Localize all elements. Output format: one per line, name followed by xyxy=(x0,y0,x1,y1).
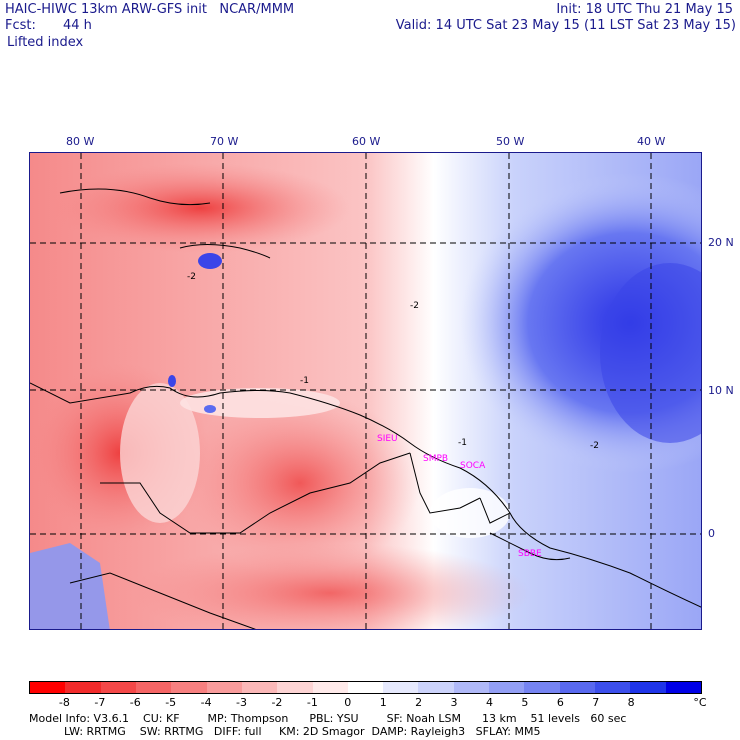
colorbar-tick-label: -2 xyxy=(271,696,283,709)
colorbar-tick-label: 7 xyxy=(592,696,600,709)
latlon-grid xyxy=(30,153,701,629)
colorbar-tick-label: -7 xyxy=(94,696,106,709)
colorbar-tick-label: 1 xyxy=(379,696,387,709)
lifted-index-map: -2 -2 -1 -1 -2 SIEU SMPB SOCA SBBE xyxy=(30,153,701,629)
colorbar-unit: °C xyxy=(693,696,707,709)
colorbar-swatch xyxy=(347,682,384,693)
stable-region-southwest xyxy=(30,543,110,629)
lat-label-0: 0 xyxy=(708,527,715,540)
lon-label-50w: 50 W xyxy=(496,135,525,148)
coastline-cuba xyxy=(59,188,211,206)
station-sbbe: SBBE xyxy=(518,549,542,559)
colorbar-swatch xyxy=(65,682,101,693)
model-title: HAIC-HIWC 13km ARW-GFS init NCAR/MMM xyxy=(5,2,295,17)
valid-time: Valid: 14 UTC Sat 23 May 15 (11 LST Sat … xyxy=(395,18,736,33)
colorbar-tick-label: -8 xyxy=(58,696,70,709)
colorbar-swatch xyxy=(453,682,490,693)
colorbar-tick-label: 2 xyxy=(415,696,423,709)
border-peru xyxy=(69,572,256,629)
colorbar-swatch xyxy=(630,682,666,693)
station-soca: SOCA xyxy=(460,461,486,471)
border-guyana xyxy=(409,452,481,514)
blue-spot-hispaniola xyxy=(198,253,222,269)
colorbar xyxy=(29,681,702,694)
colorbar-swatch xyxy=(312,682,348,693)
forecast-label: Fcst: xyxy=(5,18,36,33)
station-smpb: SMPB xyxy=(423,454,448,464)
coastlines xyxy=(30,188,701,629)
lon-label-60w: 60 W xyxy=(352,135,381,148)
colorbar-swatch xyxy=(100,682,136,693)
coastline-south-america xyxy=(30,382,701,608)
coastline-hispaniola xyxy=(179,244,271,259)
colorbar-swatch xyxy=(241,682,278,693)
contour-label: -2 xyxy=(590,441,599,451)
colorbar-tick-label: -3 xyxy=(236,696,247,709)
colorbar-swatch xyxy=(206,682,242,693)
amazon-delta xyxy=(489,532,571,561)
colorbar-swatch xyxy=(135,682,172,693)
contour-label: -2 xyxy=(187,272,196,282)
map-panel: -2 -2 -1 -1 -2 SIEU SMPB SOCA SBBE xyxy=(29,152,702,630)
unstable-venezuela xyxy=(180,393,420,573)
colorbar-swatch xyxy=(595,682,631,693)
light-patch-coast xyxy=(180,388,340,418)
init-time: Init: 18 UTC Thu 21 May 15 xyxy=(556,2,733,17)
blue-spot-maracaibo xyxy=(168,375,176,387)
forecast-hour: 44 h xyxy=(63,18,92,33)
field-name: Lifted index xyxy=(7,35,84,50)
colorbar-swatch xyxy=(30,682,66,693)
colorbar-swatch xyxy=(559,682,595,693)
lat-label-10n: 10 N xyxy=(708,384,734,397)
light-patch-andes xyxy=(120,383,200,523)
colorbar-tick-label: 5 xyxy=(521,696,529,709)
contour-label: -1 xyxy=(300,376,309,386)
contour-label: -2 xyxy=(410,301,419,311)
colorbar-tick-label: 4 xyxy=(485,696,493,709)
model-info-line1: Model Info: V3.6.1 CU: KF MP: Thompson P… xyxy=(29,712,627,725)
colorbar-tick-label: -5 xyxy=(165,696,177,709)
station-sieu: SIEU xyxy=(377,434,398,444)
unstable-amazon xyxy=(130,543,530,629)
colorbar-tick-label: -6 xyxy=(129,696,141,709)
colorbar-tick-label: 8 xyxy=(627,696,635,709)
colorbar-swatch xyxy=(665,682,701,693)
model-info-line2: LW: RRTMG SW: RRTMG DIFF: full KM: 2D Sm… xyxy=(29,725,541,738)
border-suriname xyxy=(479,497,511,524)
lat-label-20n: 20 N xyxy=(708,236,734,249)
lon-label-70w: 70 W xyxy=(210,135,239,148)
colorbar-tick-label: 3 xyxy=(450,696,458,709)
border-colombia-venezuela xyxy=(100,452,411,534)
colorbar-swatch xyxy=(418,682,454,693)
light-patch-guiana xyxy=(430,488,510,538)
lon-label-80w: 80 W xyxy=(66,135,95,148)
colorbar-tick-label: -4 xyxy=(200,696,212,709)
contour-label: -1 xyxy=(458,438,467,448)
colorbar-swatch xyxy=(489,682,525,693)
colorbar-swatch xyxy=(277,682,313,693)
colorbar-swatch xyxy=(171,682,207,693)
colorbar-swatch xyxy=(524,682,560,693)
colorbar-tick-label: 6 xyxy=(556,696,564,709)
blue-spot-venezuela xyxy=(204,405,216,413)
unstable-caribbean xyxy=(50,163,350,253)
lon-label-40w: 40 W xyxy=(637,135,666,148)
colorbar-swatch xyxy=(383,682,419,693)
colorbar-tick-label: 0 xyxy=(344,696,352,709)
colorbar-tick-label: -1 xyxy=(306,696,318,709)
